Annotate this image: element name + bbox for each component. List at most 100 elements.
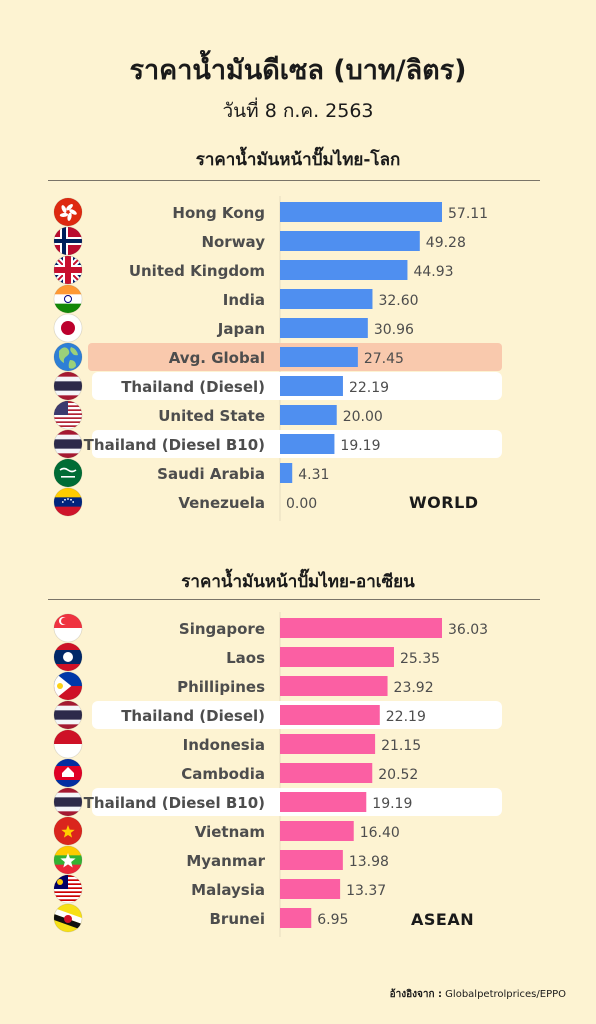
world-value-label-avg-global: 27.45 bbox=[364, 351, 404, 367]
singapore-flag-icon-0 bbox=[53, 613, 83, 643]
asean-bar-thailand-diesel-b10 bbox=[280, 792, 367, 812]
world-value-label-thailand-diesel: 22.19 bbox=[349, 380, 389, 396]
world-value-label-norway: 49.28 bbox=[426, 235, 466, 251]
source-text: Globalpetrolprices/EPPO bbox=[445, 989, 566, 1000]
asean-value-label-singapore: 36.03 bbox=[448, 622, 488, 638]
asean-bar-chart: Singapore 36.03 Laos 25.35 Phillipines 23.92 T… bbox=[53, 612, 502, 937]
world-category-label-avg-global: Avg. Global bbox=[169, 349, 265, 367]
page-title: ราคาน้ำมันดีเซล (บาท/ลิตร) bbox=[129, 55, 467, 86]
asean-value-label-brunei: 6.95 bbox=[317, 912, 348, 928]
world-value-label-india: 32.60 bbox=[378, 293, 418, 309]
united-states-flag-icon-7 bbox=[53, 400, 83, 430]
asean-category-label-singapore: Singapore bbox=[179, 620, 265, 638]
world-bar-india bbox=[280, 289, 373, 309]
malaysia-flag-icon-9 bbox=[53, 874, 83, 904]
world-category-label-venezuela: Venezuela bbox=[178, 494, 265, 512]
asean-category-label-thailand-diesel-b10: Thailand (Diesel B10) bbox=[84, 794, 265, 812]
asean-category-label-brunei: Brunei bbox=[209, 910, 265, 928]
world-value-label-united-kingdom: 44.93 bbox=[413, 264, 453, 280]
venezuela-flag-icon-10 bbox=[53, 487, 83, 517]
asean-bar-myanmar bbox=[280, 850, 343, 870]
hong-kong-flag-icon-0 bbox=[53, 197, 83, 227]
asean-category-label-indonesia: Indonesia bbox=[183, 736, 265, 754]
thailand-flag-icon-6 bbox=[53, 787, 83, 817]
asean-value-label-myanmar: 13.98 bbox=[349, 854, 389, 870]
world-value-label-venezuela: 0.00 bbox=[286, 496, 317, 512]
asean-bar-brunei bbox=[280, 908, 312, 928]
philippines-flag-icon-2 bbox=[53, 671, 83, 701]
myanmar-flag-icon-8 bbox=[53, 845, 83, 875]
asean-region-label: ASEAN bbox=[411, 910, 475, 929]
world-value-label-hong-kong: 57.11 bbox=[448, 206, 488, 222]
world-category-label-saudi-arabia: Saudi Arabia bbox=[157, 465, 265, 483]
asean-category-label-vietnam: Vietnam bbox=[195, 823, 265, 841]
world-value-label-japan: 30.96 bbox=[374, 322, 414, 338]
world-category-label-united-kingdom: United Kingdom bbox=[129, 262, 265, 280]
world-bar-thailand-diesel bbox=[280, 376, 343, 396]
laos-flag-icon-1 bbox=[53, 642, 83, 672]
world-bar-norway bbox=[280, 231, 420, 251]
asean-category-label-phillipines: Phillipines bbox=[177, 678, 265, 696]
thailand-flag-icon-8 bbox=[53, 429, 83, 459]
asean-value-label-thailand-diesel: 22.19 bbox=[386, 709, 426, 725]
asean-bar-phillipines bbox=[280, 676, 388, 696]
asean-category-label-malaysia: Malaysia bbox=[191, 881, 265, 899]
world-section-title: ราคาน้ำมันหน้าปั๊มไทย-โลก bbox=[195, 150, 401, 170]
world-category-label-india: India bbox=[223, 291, 265, 309]
japan-flag-icon-4 bbox=[53, 313, 83, 343]
world-bar-avg-global bbox=[280, 347, 358, 367]
globe-flag-icon-5 bbox=[53, 342, 83, 372]
asean-category-label-laos: Laos bbox=[226, 649, 265, 667]
vietnam-flag-icon-7 bbox=[53, 816, 83, 846]
world-chart: Hong Kong 57.11 Norway 49.28 United Kingdom 4… bbox=[0, 196, 596, 528]
asean-value-label-thailand-diesel-b10: 19.19 bbox=[372, 796, 412, 812]
world-value-label-saudi-arabia: 4.31 bbox=[298, 467, 329, 483]
page-subtitle: วันที่ 8 ก.ค. 2563 bbox=[222, 100, 374, 122]
united-kingdom-flag-icon-2 bbox=[53, 255, 83, 285]
world-category-label-united-state: United State bbox=[158, 407, 265, 425]
indonesia-flag-icon-4 bbox=[53, 729, 83, 759]
asean-bar-malaysia bbox=[280, 879, 341, 899]
asean-value-label-phillipines: 23.92 bbox=[394, 680, 434, 696]
world-category-label-norway: Norway bbox=[201, 233, 265, 251]
world-bar-thailand-diesel-b10 bbox=[280, 434, 335, 454]
world-category-label-thailand-diesel-b10: Thailand (Diesel B10) bbox=[84, 436, 265, 454]
asean-section-title: ราคาน้ำมันหน้าปั๊มไทย-อาเซียน bbox=[181, 572, 415, 592]
world-category-label-thailand-diesel: Thailand (Diesel) bbox=[121, 378, 265, 396]
brunei-flag-icon-10 bbox=[53, 903, 83, 933]
world-bar-saudi-arabia bbox=[280, 463, 293, 483]
asean-value-label-malaysia: 13.37 bbox=[346, 883, 386, 899]
thailand-flag-icon-6 bbox=[53, 371, 83, 401]
asean-category-label-cambodia: Cambodia bbox=[181, 765, 265, 783]
asean-bar-singapore bbox=[280, 618, 442, 638]
source-note: อ้างอิงจาก : Globalpetrolprices/EPPO bbox=[390, 987, 566, 1002]
world-bar-united-kingdom bbox=[280, 260, 408, 280]
world-bar-chart: Hong Kong 57.11 Norway 49.28 United Kingdom 4… bbox=[53, 196, 502, 521]
world-region-label: WORLD bbox=[409, 493, 479, 512]
norway-flag-icon-1 bbox=[53, 226, 83, 256]
world-category-label-japan: Japan bbox=[217, 320, 265, 338]
asean-value-label-indonesia: 21.15 bbox=[381, 738, 421, 754]
saudi-arabia-flag-icon-9 bbox=[53, 458, 83, 488]
asean-bar-thailand-diesel bbox=[280, 705, 380, 725]
asean-bar-vietnam bbox=[280, 821, 354, 841]
asean-category-label-myanmar: Myanmar bbox=[186, 852, 265, 870]
asean-divider bbox=[48, 599, 540, 600]
asean-bar-cambodia bbox=[280, 763, 373, 783]
asean-category-label-thailand-diesel: Thailand (Diesel) bbox=[121, 707, 265, 725]
source-label: อ้างอิงจาก : bbox=[389, 989, 442, 1000]
world-bar-japan bbox=[280, 318, 368, 338]
asean-bar-laos bbox=[280, 647, 394, 667]
world-value-label-thailand-diesel-b10: 19.19 bbox=[340, 438, 380, 454]
world-bar-hong-kong bbox=[280, 202, 442, 222]
world-category-label-hong-kong: Hong Kong bbox=[172, 204, 265, 222]
asean-bar-indonesia bbox=[280, 734, 376, 754]
asean-chart: Singapore 36.03 Laos 25.35 Phillipines 23.92 T… bbox=[0, 612, 596, 944]
asean-value-label-cambodia: 20.52 bbox=[378, 767, 418, 783]
thailand-flag-icon-3 bbox=[53, 700, 83, 730]
world-value-label-united-state: 20.00 bbox=[343, 409, 383, 425]
india-flag-icon-3 bbox=[53, 284, 83, 314]
asean-value-label-laos: 25.35 bbox=[400, 651, 440, 667]
world-divider bbox=[48, 180, 540, 181]
cambodia-flag-icon-5 bbox=[53, 758, 83, 788]
